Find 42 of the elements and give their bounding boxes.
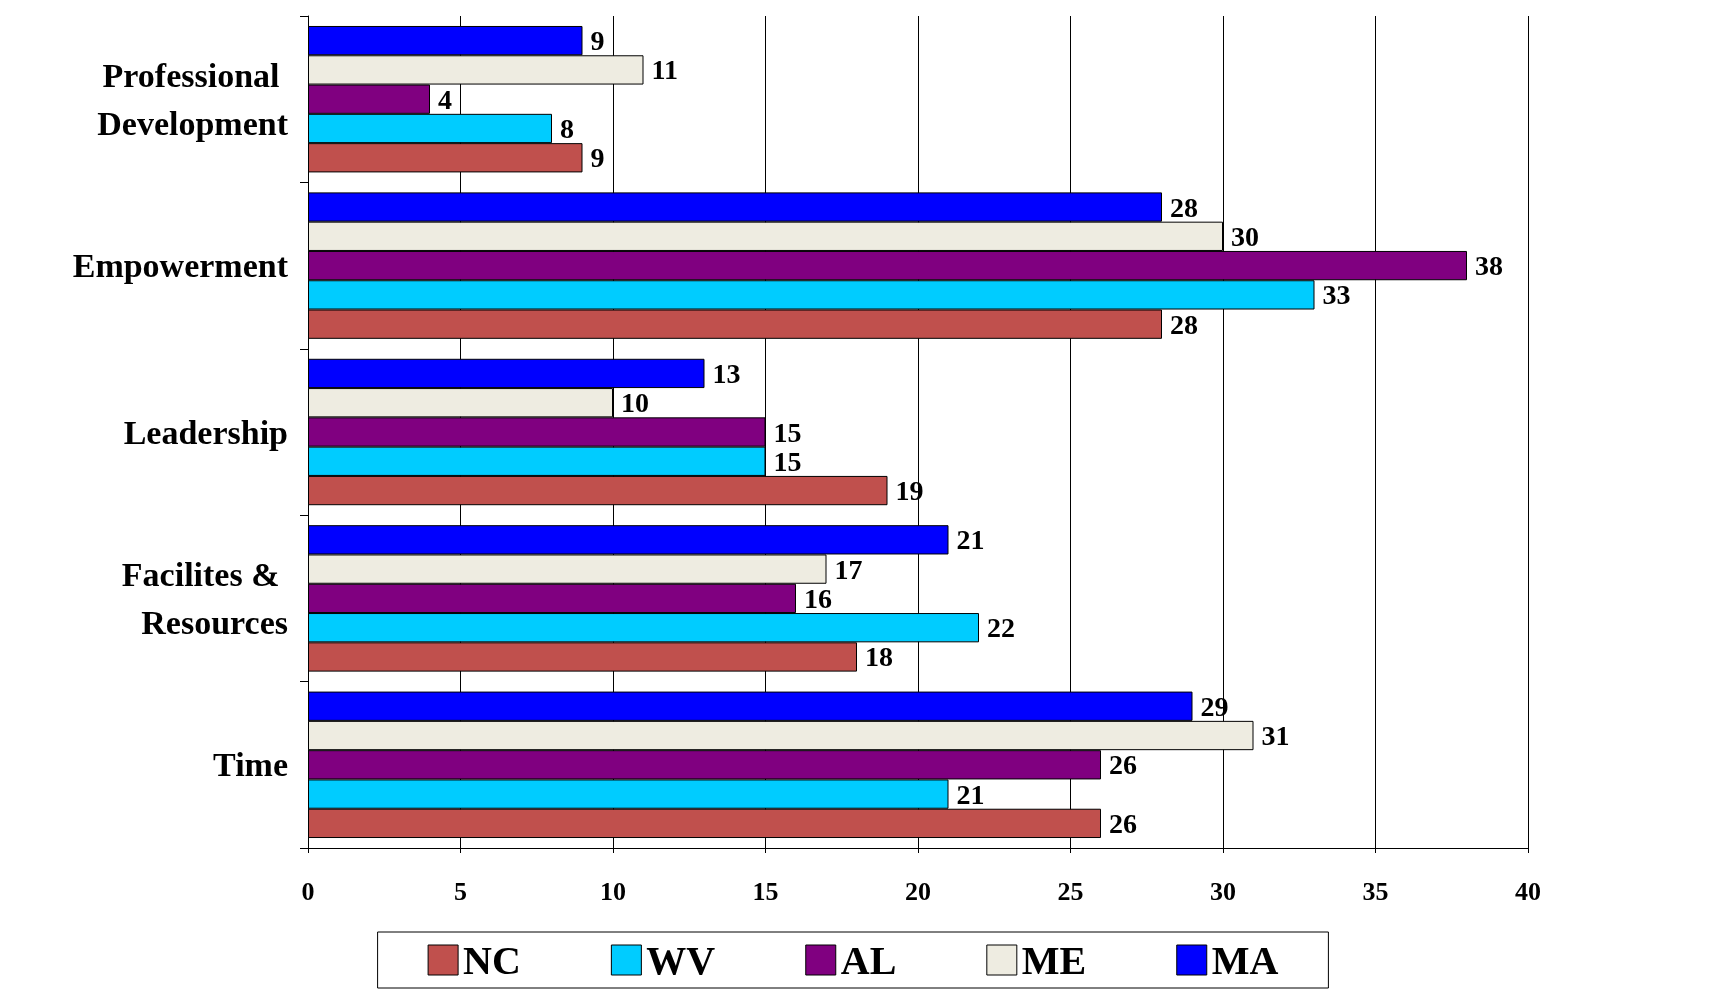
data-label: 31 (1261, 720, 1290, 752)
y-tick-label: Facilites & Resources (121, 555, 288, 641)
x-tick-label: 20 (905, 876, 931, 906)
data-label: 9 (590, 25, 605, 57)
data-label: 15 (773, 416, 802, 448)
data-label: 26 (1109, 749, 1137, 781)
legend-label: NC (463, 937, 521, 983)
y-tick-label: Time (213, 746, 288, 784)
legend-label: ME (1021, 937, 1087, 983)
data-label: 28 (1170, 308, 1198, 340)
x-tick-label: 5 (454, 876, 467, 906)
data-label: 21 (956, 778, 985, 810)
data-label: 4 (438, 83, 452, 115)
x-tick-label: 30 (1210, 876, 1236, 906)
y-tick-label: Empowerment (72, 247, 289, 285)
x-tick-label: 35 (1362, 876, 1389, 906)
data-label: 15 (773, 445, 802, 477)
data-label: 28 (1170, 191, 1198, 223)
x-tick-label: 10 (600, 876, 626, 906)
data-label: 33 (1322, 279, 1351, 311)
x-tick-label: 25 (1057, 876, 1084, 906)
legend-label: WV (646, 937, 716, 983)
legend-label: MA (1211, 937, 1279, 983)
data-label: 11 (651, 54, 678, 86)
y-tick-label: Professional Development (97, 56, 289, 142)
data-label: 21 (956, 524, 985, 556)
data-label: 17 (834, 553, 863, 585)
data-label: 30 (1231, 220, 1259, 252)
data-label: 26 (1109, 807, 1137, 839)
data-label: 18 (865, 641, 893, 673)
data-label: 22 (987, 612, 1015, 644)
data-label: 9 (590, 142, 605, 174)
data-label: 8 (560, 112, 574, 144)
data-label: 16 (804, 582, 832, 614)
x-tick-label: 40 (1515, 876, 1541, 906)
y-tick-label: Leadership (123, 413, 288, 451)
legend-label: AL (840, 937, 897, 983)
data-label: 10 (621, 387, 649, 419)
data-label: 38 (1475, 250, 1503, 282)
data-label: 13 (712, 357, 741, 389)
x-tick-label: 0 (301, 876, 315, 906)
x-tick-label: 15 (752, 876, 779, 906)
